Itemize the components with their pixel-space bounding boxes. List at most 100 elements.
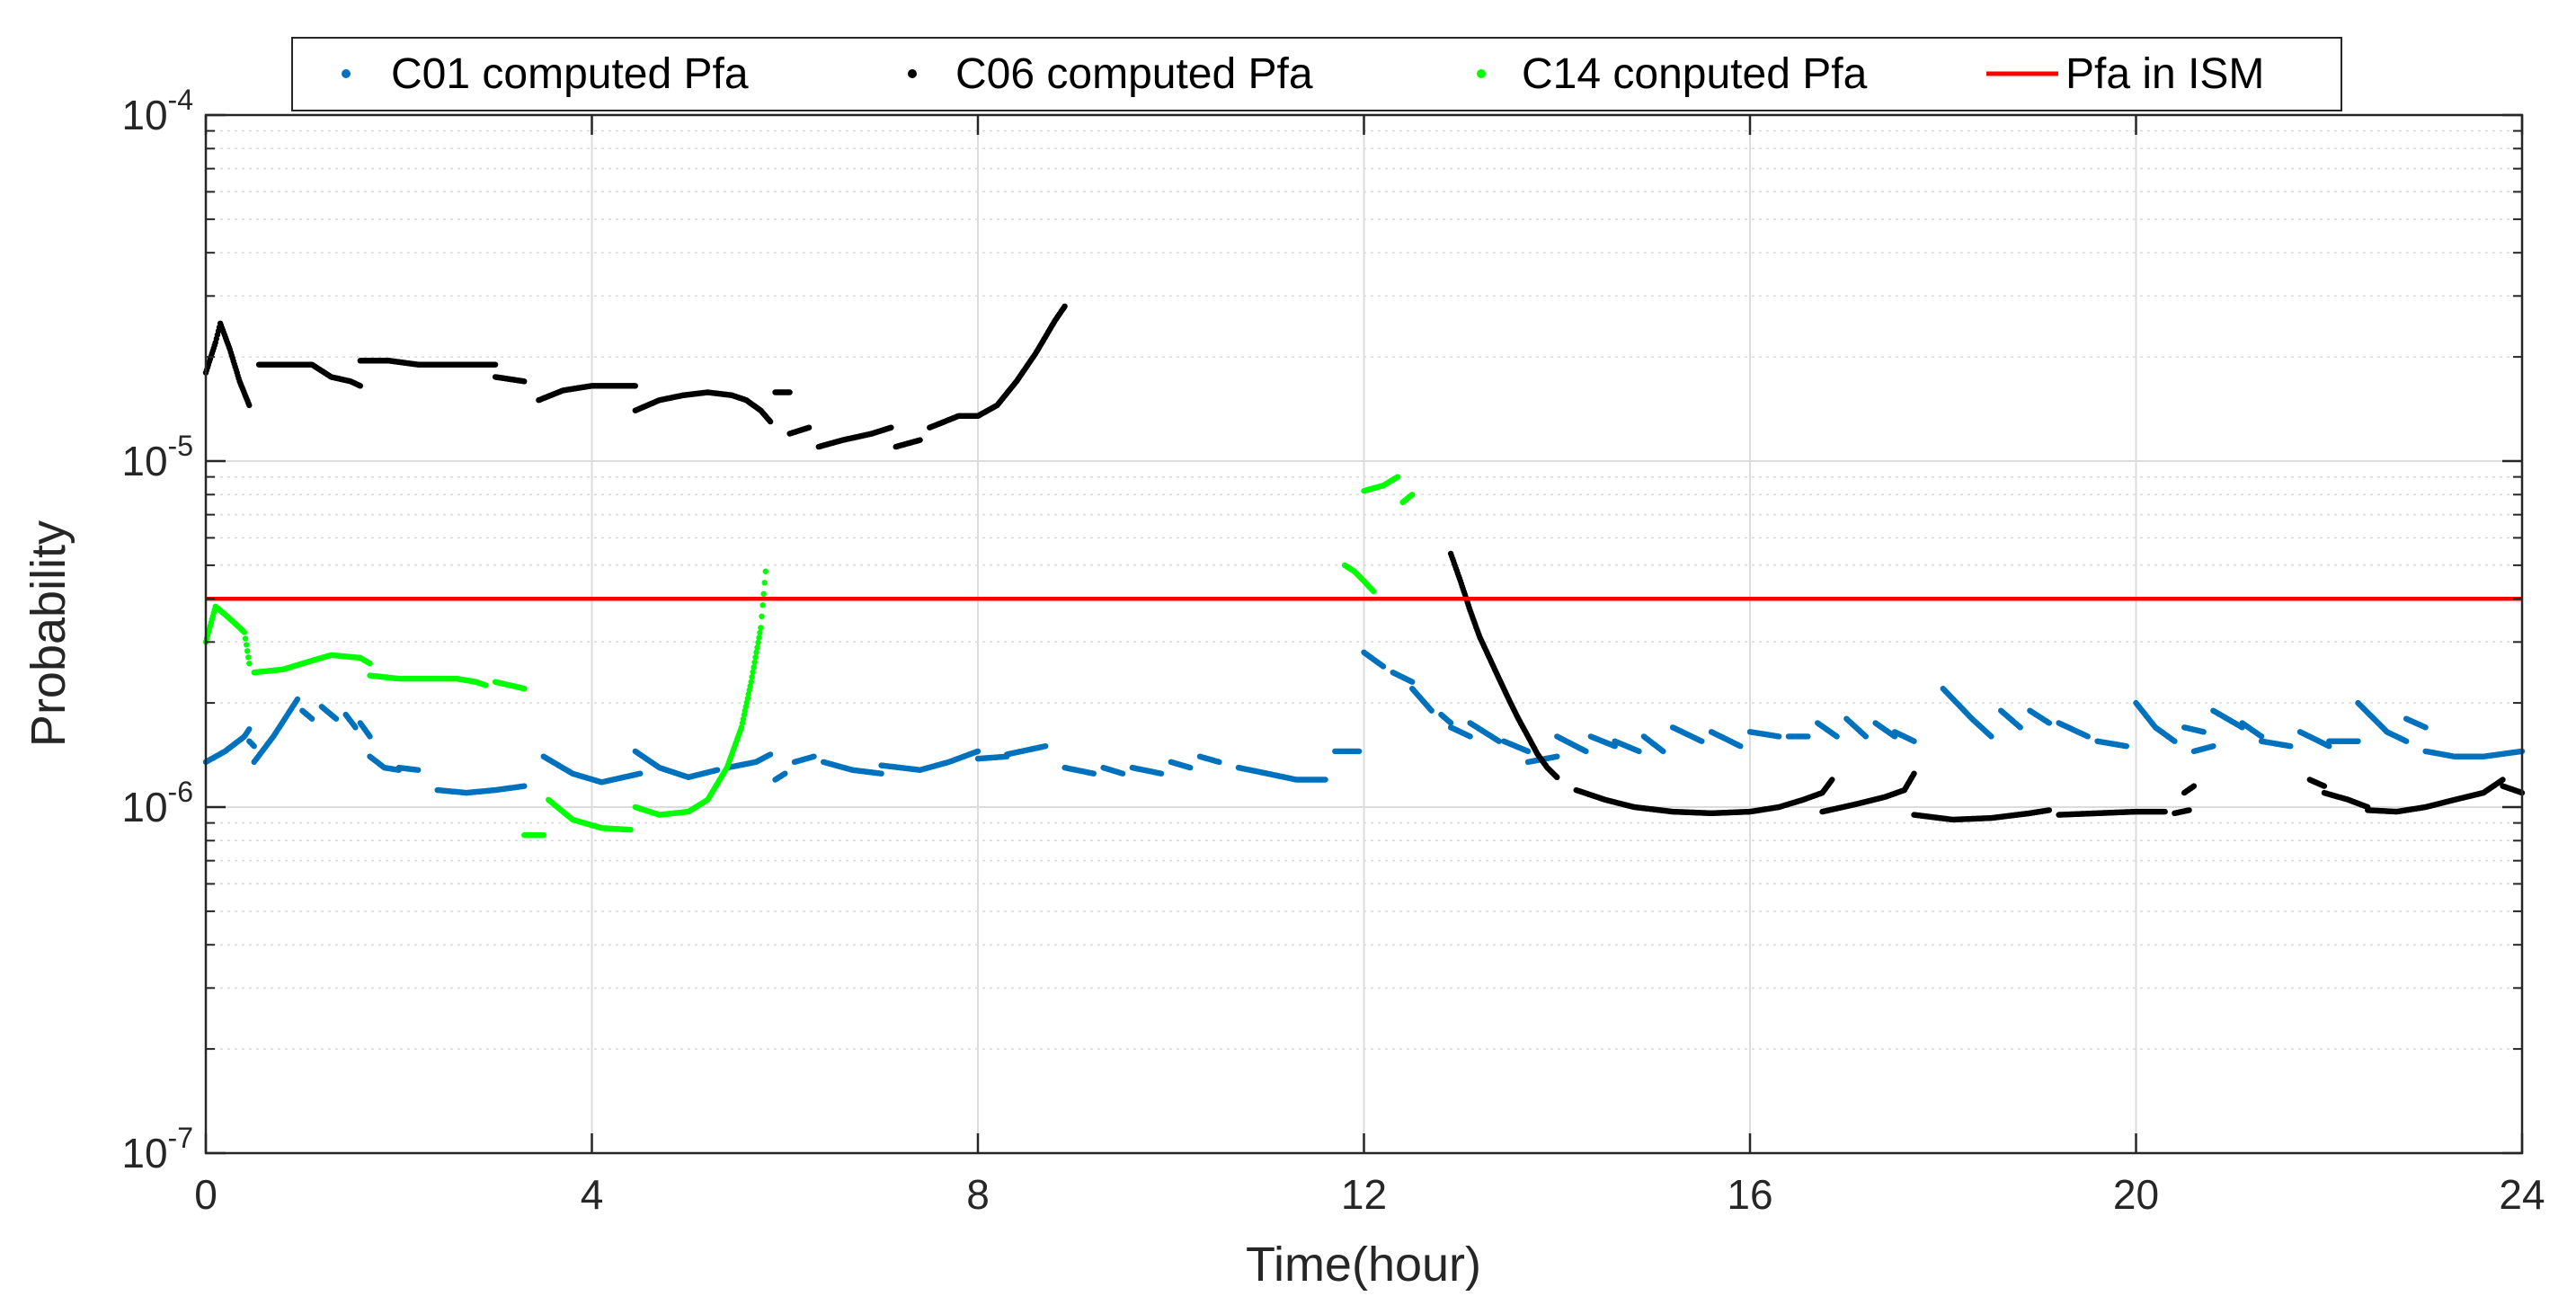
data-point [308,715,315,722]
data-point [750,669,756,675]
y-tick-base: 10 [121,92,167,138]
data-point [811,753,817,759]
data-point [367,661,373,667]
data-point [333,715,340,722]
data-point [1829,777,1835,783]
data-point [714,767,721,773]
data-point [245,654,252,661]
data-point [246,726,253,732]
legend-marker-c06 [908,69,917,78]
y-tick-base: 10 [121,784,167,830]
data-point [1524,748,1532,755]
data-point [1355,748,1363,755]
y-axis-label: Probability [22,520,76,747]
y-tick-exponent: -4 [168,84,193,116]
data-point [759,602,766,608]
data-point [1554,753,1560,759]
data-point [755,639,761,645]
series-layer [202,303,2526,839]
data-point [1496,738,1503,744]
data-point [1371,588,1377,595]
data-point [1737,743,1744,750]
x-tick-label: 16 [1727,1171,1772,1218]
data-point [1988,733,1994,740]
data-point [632,383,638,389]
data-point [2500,777,2506,783]
data-point [1554,774,1560,780]
data-point [294,696,301,703]
data-point [246,402,253,409]
data-point [749,674,755,680]
data-point [2162,808,2168,815]
data-point [1394,474,1401,480]
data-point [2084,733,2091,740]
data-point [888,424,894,431]
data-point [2200,729,2207,735]
data-point [1409,679,1416,685]
data-point [246,661,253,667]
data-point [2123,743,2129,750]
data-point [751,659,758,665]
data-point [2046,807,2053,813]
data-point [2186,807,2192,813]
data-point [782,770,788,777]
data-point [1380,663,1387,670]
data-point [1216,759,1222,765]
data-point [251,743,257,750]
legend-label-ism: Pfa in ISM [2065,50,2264,98]
data-point [415,767,422,773]
data-point [1862,733,1869,740]
data-point [1467,733,1473,740]
data-point [757,629,763,636]
data-point [521,783,528,789]
data-point [758,625,764,631]
data-point [753,649,759,655]
legend-marker-c01 [342,69,351,78]
data-point [244,648,251,654]
data-point [761,580,768,586]
data-point [1090,770,1097,777]
data-point [492,361,499,368]
data-point [521,378,528,385]
series-c06 [202,303,2526,823]
y-tick-exponent: -6 [168,776,193,808]
data-point [1911,738,1917,744]
y-tick-labels: 10-7 10-6 10-5 10-4 [121,84,193,1176]
data-point [1322,777,1328,783]
x-tick-label: 0 [194,1171,218,1218]
x-tick-label: 20 [2113,1171,2159,1218]
y-tick-label: 10-5 [121,430,193,484]
x-axis-label: Time(hour) [1246,1238,1481,1292]
data-point [759,613,765,619]
data-point [243,642,250,648]
y-tick-base: 10 [121,1130,167,1176]
data-point [367,733,373,740]
data-point [1699,738,1705,744]
data-point [805,424,813,431]
data-point [762,568,768,574]
data-point [1409,492,1416,498]
data-point [1834,733,1840,740]
legend-label-c01: C01 computed Pfa [391,50,749,98]
data-point [1660,748,1666,755]
legend-label-c14: C14 conputed Pfa [1522,50,1868,98]
data-point [2017,724,2023,731]
data-point [2321,783,2328,789]
data-point [627,827,634,833]
x-tick-labels: 0 4 8 12 16 20 24 [194,1171,2545,1218]
data-point [752,654,759,661]
y-tick-label: 10-7 [121,1122,193,1176]
data-point [748,679,754,685]
data-point [756,635,762,641]
x-tick-label: 4 [581,1171,604,1218]
data-point [637,770,644,777]
y-tick-label: 10-6 [121,776,193,830]
data-point [974,748,982,755]
y-tick-exponent: -7 [168,1122,193,1154]
data-point [1447,720,1454,726]
x-tick-label: 12 [1341,1171,1387,1218]
data-point [767,418,774,425]
data-point [1187,764,1194,771]
x-tick-label: 24 [2499,1171,2545,1218]
